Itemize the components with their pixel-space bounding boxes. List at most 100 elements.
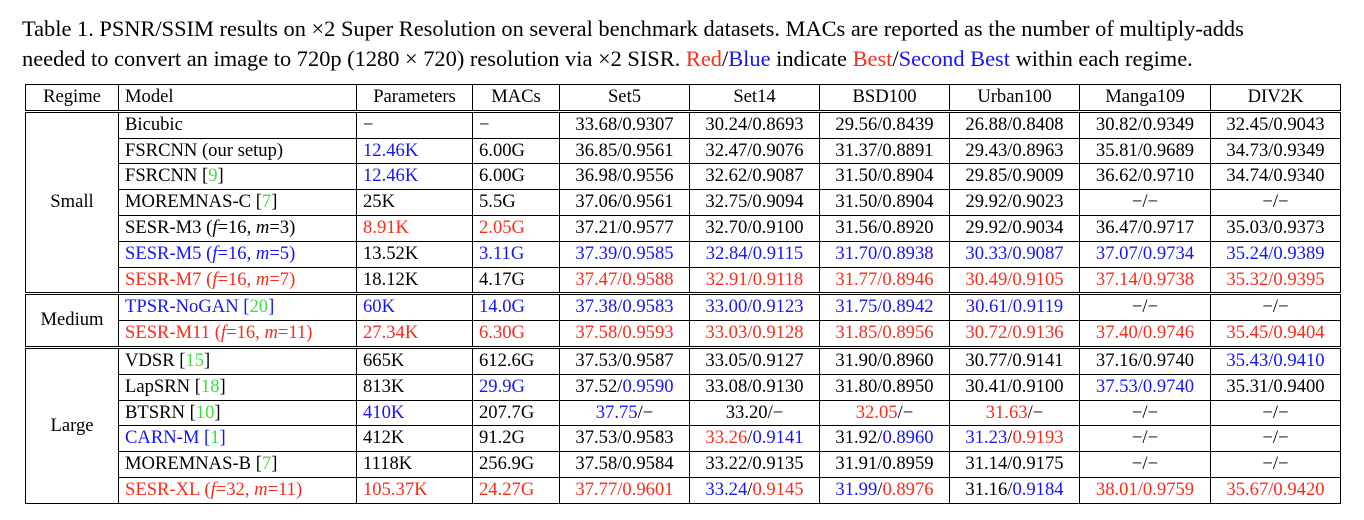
regime-group-large: Large VDSR [15] 665K 612.6G 37.53/0.9587 33.0…	[25, 345, 1341, 504]
text-segment: 31.37/0.8891	[835, 139, 934, 161]
text-segment: 0.9141	[752, 427, 804, 449]
metric-cell: 35.31/0.9400	[1210, 373, 1341, 401]
table-row: Large VDSR [15] 665K 612.6G 37.53/0.9587 33.0…	[25, 345, 1341, 504]
text-segment: 32.91/0.9118	[705, 268, 804, 290]
column-header-regime: Regime	[25, 83, 119, 113]
metric-cell: 30.41/0.9100	[949, 373, 1080, 401]
metric-cell: 29.43/0.8963	[949, 137, 1080, 165]
text-segment: 0.9184	[1012, 478, 1064, 500]
text-segment: 1118K	[363, 453, 413, 475]
metric-cell: 33.26/0.9141	[689, 425, 820, 453]
caption-line: Table 1. PSNR/SSIM results on ×2 Super R…	[22, 14, 1346, 44]
macs-cell: 3.11G	[472, 240, 560, 268]
metric-cell: 32.45/0.9043	[1210, 109, 1341, 139]
table-row: SESR-M11 (f=16, m=11) 27.34K 6.30G 37.58/0.…	[26, 320, 1341, 348]
metric-cell: 32.47/0.9076	[689, 137, 820, 165]
text-segment: Second Best	[898, 46, 1010, 72]
text-segment: 32.45/0.9043	[1226, 113, 1325, 135]
text-segment: 35.43/0.9410	[1226, 350, 1325, 371]
text-segment: 29.92/0.9034	[965, 217, 1064, 239]
metric-cell: 33.00/0.9123	[689, 292, 820, 322]
text-segment: 31.85/0.8956	[835, 322, 934, 344]
text-segment: SESR-M3 (	[125, 217, 213, 239]
regime-cell: Small	[25, 109, 119, 295]
text-segment: 13.52K	[363, 242, 419, 264]
parameters-cell: 412K	[356, 425, 473, 453]
macs-cell: 4.17G	[472, 266, 560, 295]
text-segment: =16,	[217, 217, 256, 239]
metric-cell: 31.85/0.8956	[819, 320, 950, 348]
text-segment: 33.24	[705, 478, 748, 500]
parameters-cell: 1118K	[356, 451, 473, 478]
text-segment: /	[747, 427, 753, 449]
text-segment: /	[892, 46, 899, 72]
text-segment: ]	[268, 296, 275, 318]
metric-cell: 33.22/0.9135	[689, 451, 820, 478]
text-segment: ]	[219, 375, 226, 397]
text-segment: 26.88/0.8408	[965, 113, 1064, 135]
table-row: CARN-M [1] 412K 91.2G 37.53/0.9583 33.26/0.9…	[26, 425, 1341, 453]
text-segment: m	[264, 322, 278, 344]
text-segment: 18.12K	[363, 268, 419, 290]
text-segment: ]	[219, 427, 226, 449]
model-cell: CARN-M [1]	[118, 425, 357, 453]
metric-cell: 31.77/0.8946	[819, 266, 950, 295]
metric-cell: −/−	[1210, 399, 1341, 427]
text-segment: m	[255, 268, 270, 290]
text-segment: 33.00/0.9123	[705, 296, 804, 318]
column-header-urban100: Urban100	[949, 83, 1080, 113]
text-segment: 31.91/0.8959	[835, 453, 934, 475]
model-cell: BTSRN [10]	[118, 399, 357, 427]
text-segment: m	[254, 478, 268, 500]
metric-cell: 29.56/0.8439	[819, 109, 950, 139]
header-row: Regime Model Parameters MACs Set5 Set14 BSD100…	[25, 83, 1341, 113]
text-segment: needed to convert an image to 720p (1280…	[22, 46, 686, 72]
text-segment: 30.41/0.9100	[965, 375, 1064, 397]
text-segment: 29.9G	[479, 375, 525, 397]
text-segment: 35.81/0.9689	[1095, 139, 1195, 161]
text-segment: BTSRN [	[125, 401, 196, 423]
text-segment: 37.16/0.9740	[1095, 350, 1195, 371]
metric-cell: 37.53/0.9587	[559, 345, 690, 375]
text-segment: 35.32/0.9395	[1226, 268, 1325, 290]
table-row: BTSRN [10] 410K 207.7G 37.75/− 33.20/− 32.05/…	[26, 399, 1341, 427]
text-segment: 0.9590	[622, 375, 674, 397]
parameters-cell: −	[356, 109, 473, 139]
text-segment: f	[210, 478, 216, 500]
text-segment: 8.91K	[363, 217, 409, 239]
text-segment: 32.75/0.9094	[705, 191, 804, 213]
metric-cell: 30.61/0.9119	[949, 292, 1080, 322]
model-cell: FSRCNN (our setup)	[118, 137, 357, 165]
text-segment: 33.26	[705, 427, 748, 449]
macs-cell: 14.0G	[472, 292, 560, 322]
text-segment: CARN-M [	[125, 427, 211, 449]
text-segment: Blue	[728, 46, 771, 72]
text-segment: 33.05/0.9127	[705, 350, 804, 371]
text-segment: 0.8976	[882, 478, 934, 500]
metric-cell: 31.90/0.8960	[819, 345, 950, 375]
text-segment: MOREMNAS-B [	[125, 453, 262, 475]
metric-cell: 36.47/0.9717	[1079, 214, 1211, 242]
text-segment: 91.2G	[479, 427, 525, 449]
metric-cell: 32.84/0.9115	[689, 240, 820, 268]
text-segment: 37.52/	[575, 375, 623, 397]
text-segment: 31.70/0.8938	[835, 242, 934, 264]
text-segment: SESR-XL (	[125, 478, 211, 500]
text-segment: 31.80/0.8950	[835, 375, 934, 397]
text-segment: ]	[271, 453, 278, 475]
text-segment: −	[363, 113, 374, 135]
metric-cell: 31.50/0.8904	[819, 163, 950, 191]
text-segment: 7	[261, 191, 272, 213]
metric-cell: 29.92/0.9023	[949, 189, 1080, 216]
text-segment: 6.00G	[479, 139, 525, 161]
text-segment: 31.63	[985, 401, 1028, 423]
text-segment: 813K	[363, 375, 405, 397]
text-segment: 31.50/0.8904	[835, 191, 934, 213]
text-segment: 35.67/0.9420	[1226, 478, 1325, 500]
metric-cell: 37.21/0.9577	[559, 214, 690, 242]
text-segment: 27.34K	[363, 322, 419, 344]
text-segment: 35.24/0.9389	[1226, 242, 1325, 264]
text-segment: 33.20/−	[725, 401, 784, 423]
column-header-macs: MACs	[472, 83, 560, 113]
column-header-manga109: Manga109	[1079, 83, 1211, 113]
